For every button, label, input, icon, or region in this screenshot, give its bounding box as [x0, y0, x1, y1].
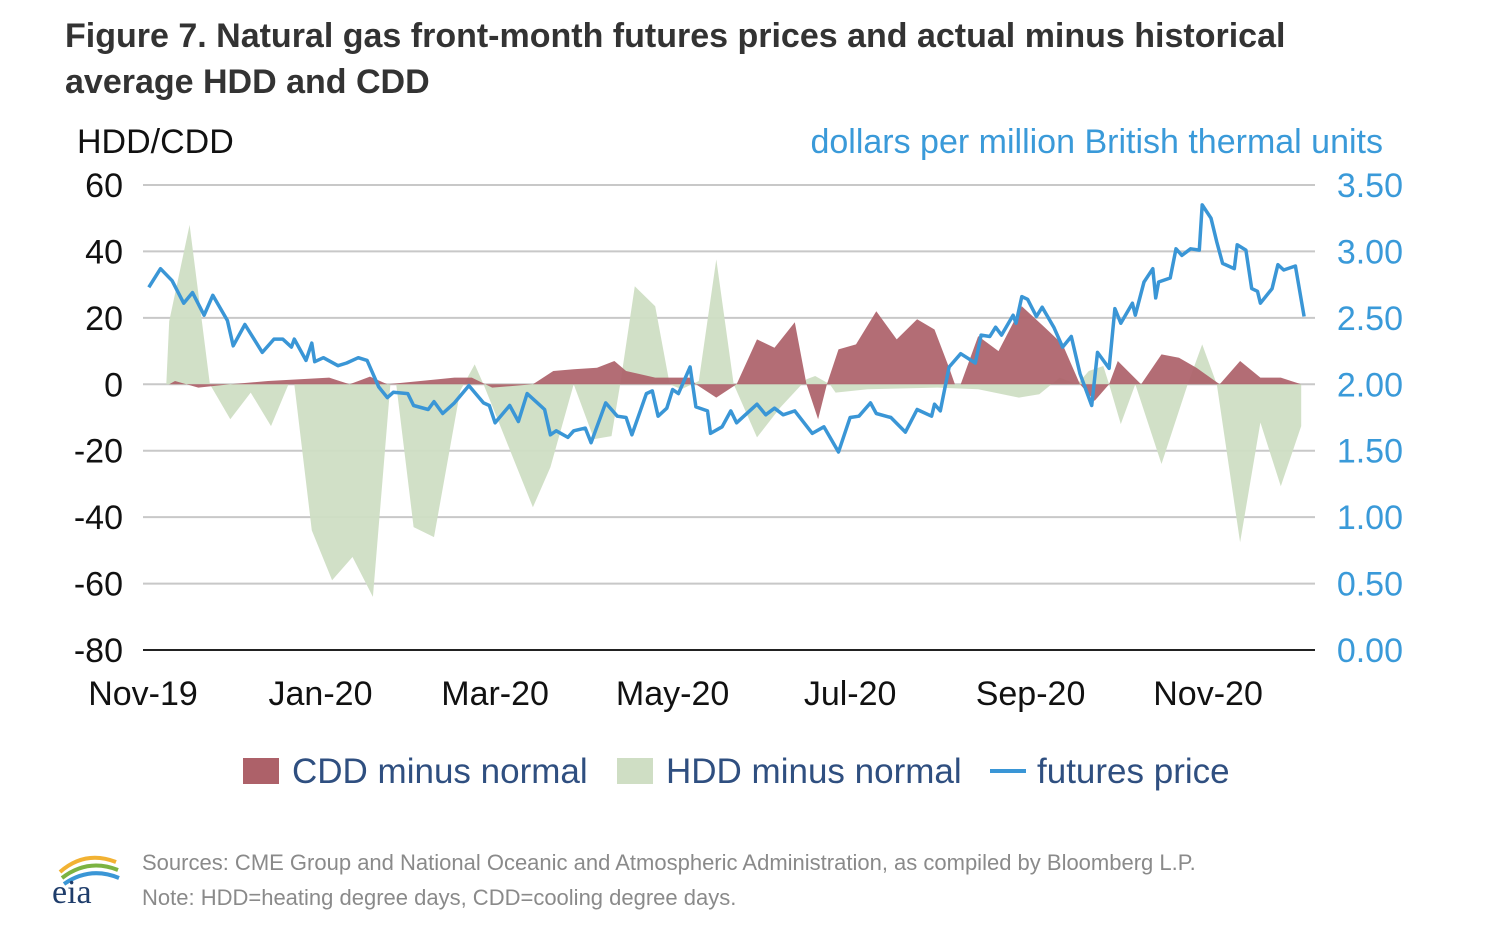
- x-axis-ticks: Nov-19 Jan-20 Mar-20 May-20 Jul-20 Sep-20 Nov-…: [88, 675, 1263, 713]
- eia-logo: eia: [52, 855, 120, 911]
- x-tick-label: May-20: [616, 675, 729, 713]
- legend-label-hdd: HDD minus normal: [666, 752, 962, 791]
- right-tick-label: 2.50: [1337, 300, 1403, 338]
- footer-note: Note: HDD=heating degree days, CDD=cooli…: [142, 885, 736, 910]
- futures-price-line: [147, 203, 1306, 454]
- chart-title-line-2: average HDD and CDD: [65, 63, 430, 101]
- left-axis-ticks: 60 40 20 0 -20 -40 -60 -80: [74, 167, 123, 670]
- left-tick-label: 40: [85, 233, 123, 271]
- svg-text:eia: eia: [52, 874, 92, 911]
- cdd-area: [169, 306, 1302, 420]
- x-tick-label: Mar-20: [441, 675, 549, 713]
- line-series: [147, 203, 1306, 454]
- left-tick-label: -80: [74, 632, 123, 670]
- left-tick-label: 20: [85, 300, 123, 338]
- right-tick-label: 3.50: [1337, 167, 1403, 205]
- x-tick-label: Nov-19: [88, 675, 198, 713]
- chart-title-line-1: Figure 7. Natural gas front-month future…: [65, 17, 1285, 55]
- legend-label-price: futures price: [1037, 752, 1230, 791]
- right-tick-label: 0.00: [1337, 632, 1403, 670]
- right-tick-label: 3.00: [1337, 233, 1403, 271]
- legend: CDD minus normal HDD minus normal future…: [243, 752, 1230, 791]
- left-tick-label: -20: [74, 433, 123, 471]
- x-tick-label: Nov-20: [1153, 675, 1263, 713]
- right-tick-label: 1.00: [1337, 499, 1403, 537]
- x-tick-label: Sep-20: [976, 675, 1086, 713]
- legend-swatch-hdd: [617, 758, 653, 784]
- legend-label-cdd: CDD minus normal: [292, 752, 588, 791]
- right-axis-label: dollars per million British thermal unit…: [810, 123, 1383, 161]
- right-tick-label: 2.00: [1337, 366, 1403, 404]
- area-series: [166, 224, 1302, 597]
- x-tick-label: Jan-20: [269, 675, 373, 713]
- right-tick-label: 0.50: [1337, 566, 1403, 604]
- left-tick-label: 0: [104, 366, 123, 404]
- right-axis-ticks: 3.50 3.00 2.50 2.00 1.50 1.00 0.50 0.00: [1337, 167, 1403, 670]
- x-tick-label: Jul-20: [804, 675, 897, 713]
- left-tick-label: 60: [85, 167, 123, 205]
- left-tick-label: -60: [74, 566, 123, 604]
- right-tick-label: 1.50: [1337, 433, 1403, 471]
- footer-sources: Sources: CME Group and National Oceanic …: [142, 850, 1196, 875]
- left-axis-label: HDD/CDD: [77, 123, 234, 161]
- legend-swatch-cdd: [243, 758, 279, 784]
- hdd-area: [166, 224, 1302, 597]
- left-tick-label: -40: [74, 499, 123, 537]
